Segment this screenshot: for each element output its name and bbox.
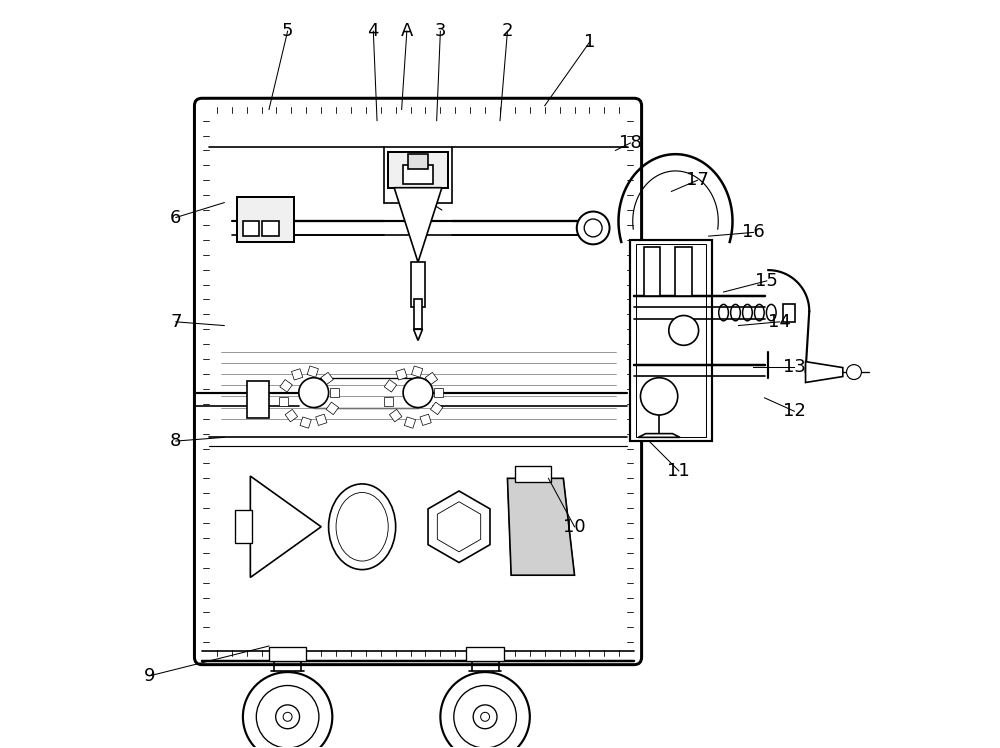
Circle shape xyxy=(640,378,678,415)
Polygon shape xyxy=(806,361,843,382)
Bar xyxy=(388,152,448,188)
Bar xyxy=(389,409,402,422)
Text: 3: 3 xyxy=(435,22,446,40)
Bar xyxy=(280,379,292,392)
Text: A: A xyxy=(401,22,413,40)
Circle shape xyxy=(473,705,497,729)
Bar xyxy=(630,240,712,441)
Text: 10: 10 xyxy=(563,518,586,536)
Bar xyxy=(307,366,318,377)
Polygon shape xyxy=(414,329,422,340)
Text: 6: 6 xyxy=(170,209,182,227)
Bar xyxy=(384,397,393,406)
Bar xyxy=(644,248,660,295)
Bar xyxy=(292,369,303,380)
Bar xyxy=(425,373,438,384)
Bar xyxy=(300,417,311,428)
Polygon shape xyxy=(638,434,680,438)
Circle shape xyxy=(276,705,300,729)
Bar xyxy=(408,154,428,169)
Circle shape xyxy=(256,685,319,748)
Circle shape xyxy=(669,316,699,346)
Text: 9: 9 xyxy=(144,666,155,685)
Bar xyxy=(262,221,279,236)
Bar xyxy=(316,414,327,426)
Bar xyxy=(384,379,397,392)
Bar xyxy=(404,417,416,428)
Bar xyxy=(243,221,259,236)
Circle shape xyxy=(299,378,329,408)
Circle shape xyxy=(403,378,433,408)
Bar xyxy=(675,248,692,295)
Circle shape xyxy=(283,712,292,721)
Bar xyxy=(235,510,252,543)
Bar xyxy=(247,381,269,418)
Bar xyxy=(279,397,288,406)
Ellipse shape xyxy=(336,492,388,561)
Circle shape xyxy=(584,219,602,237)
Text: 18: 18 xyxy=(619,134,642,152)
Text: 8: 8 xyxy=(170,432,182,450)
Polygon shape xyxy=(250,476,321,577)
Bar xyxy=(321,373,333,384)
Bar xyxy=(414,299,422,329)
Text: 13: 13 xyxy=(783,358,806,375)
FancyBboxPatch shape xyxy=(194,98,642,665)
Bar xyxy=(326,402,339,414)
Polygon shape xyxy=(394,188,442,263)
Text: 2: 2 xyxy=(502,22,513,40)
Bar xyxy=(330,388,339,397)
Bar xyxy=(783,304,795,322)
Bar xyxy=(636,244,706,438)
Text: 7: 7 xyxy=(170,313,182,331)
Text: 5: 5 xyxy=(282,22,293,40)
Bar xyxy=(434,388,443,397)
Circle shape xyxy=(440,672,530,748)
Bar xyxy=(411,263,425,307)
Bar xyxy=(269,648,306,661)
Circle shape xyxy=(577,212,610,245)
Polygon shape xyxy=(507,478,575,575)
Bar xyxy=(285,409,298,422)
Bar xyxy=(411,366,423,377)
Text: 14: 14 xyxy=(768,313,791,331)
Text: 17: 17 xyxy=(686,171,709,189)
Bar xyxy=(403,165,433,184)
Text: 4: 4 xyxy=(368,22,379,40)
Text: 16: 16 xyxy=(742,224,765,242)
Bar xyxy=(466,648,504,661)
Circle shape xyxy=(481,712,490,721)
Text: 11: 11 xyxy=(667,462,690,480)
Polygon shape xyxy=(437,502,481,552)
Circle shape xyxy=(454,685,516,748)
Text: 15: 15 xyxy=(755,272,778,289)
Circle shape xyxy=(847,364,861,379)
Polygon shape xyxy=(428,491,490,562)
Circle shape xyxy=(243,672,332,748)
Bar xyxy=(237,197,294,242)
Bar xyxy=(396,369,407,380)
Text: 12: 12 xyxy=(783,402,806,420)
Bar xyxy=(515,466,551,482)
Ellipse shape xyxy=(329,484,396,570)
Bar xyxy=(430,402,443,414)
Text: 1: 1 xyxy=(584,34,595,52)
Bar xyxy=(420,414,431,426)
